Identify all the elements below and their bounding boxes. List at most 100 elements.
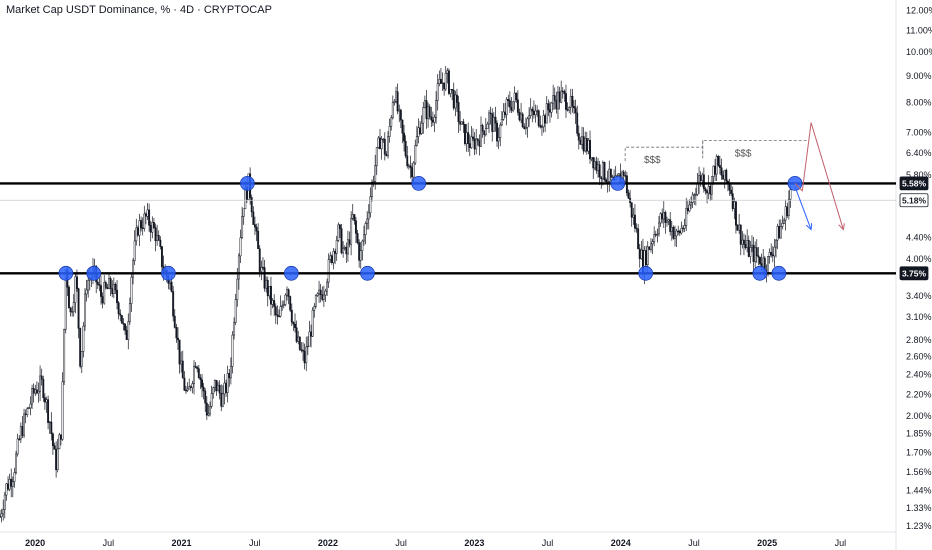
candle-body (15, 453, 17, 473)
candle-body (443, 82, 446, 90)
candle-body (439, 78, 442, 84)
candle-body (348, 239, 351, 245)
candle-body (468, 143, 471, 149)
candle-body (19, 426, 22, 440)
candle-body (531, 108, 534, 112)
candle-body (318, 289, 321, 295)
candle-body (520, 113, 523, 121)
candle-body (404, 140, 407, 157)
candle-body (173, 315, 176, 328)
candle-body (582, 136, 585, 152)
candle-body (101, 296, 104, 304)
liquidity-label: $$$ (644, 155, 661, 166)
candle-body (486, 123, 489, 129)
candle-body (741, 239, 744, 245)
candle-body (119, 313, 122, 316)
candle-body (743, 239, 745, 245)
touch-point-circle (240, 176, 255, 191)
candle-body (244, 187, 247, 210)
candle-body (601, 162, 604, 180)
projection-blue-path (794, 186, 811, 230)
candle-body (343, 246, 346, 249)
candle-body (55, 449, 58, 471)
candle-body (220, 392, 223, 407)
candle-body (723, 169, 726, 180)
candle-body (281, 305, 284, 307)
candle-body (16, 438, 19, 455)
candle-body (670, 227, 673, 232)
liquidity-label: $$$ (735, 148, 752, 159)
y-tick-label: 5.80% (906, 170, 932, 180)
candle-body (529, 108, 532, 116)
candle-body (374, 165, 377, 182)
candle-body (778, 226, 781, 239)
candle-body (255, 226, 258, 232)
candle-body (573, 106, 575, 109)
candle-body (300, 349, 303, 351)
candle-body (265, 279, 268, 289)
candle-body (59, 434, 62, 440)
candle-body (133, 240, 136, 262)
candle-body (691, 194, 694, 203)
candle-body (757, 255, 760, 258)
candle-body (475, 138, 478, 150)
candle-body (236, 278, 239, 300)
candle-body (327, 259, 330, 283)
candle-body (460, 121, 463, 125)
candle-body (100, 285, 102, 297)
candle-body (688, 204, 691, 212)
candle-body (550, 102, 553, 113)
x-tick-label: Jul (688, 538, 700, 548)
candle-body (11, 481, 14, 487)
candle-body (391, 102, 394, 119)
y-tick-label: 6.40% (906, 148, 932, 158)
candle-body (411, 167, 414, 178)
grid (0, 0, 897, 550)
price-badge-label: 5.18% (902, 196, 927, 206)
candle-body (730, 189, 733, 194)
candle-body (690, 202, 692, 206)
candle-body (728, 183, 731, 191)
candle-body (678, 230, 681, 234)
candle-body (473, 138, 476, 150)
candle-body (13, 472, 16, 482)
candle-body (526, 118, 529, 128)
candle-body (177, 337, 179, 341)
candle-body (350, 218, 353, 245)
candle-body (399, 109, 402, 121)
candle-body (685, 208, 688, 226)
candle-body (340, 228, 343, 254)
candle-body (302, 350, 304, 352)
candle-body (608, 168, 611, 182)
candle-body (228, 373, 231, 379)
candle-body (282, 304, 285, 306)
candle-body (104, 282, 107, 288)
candle-body (361, 240, 364, 251)
candle-body (611, 176, 614, 178)
candle-body (555, 100, 558, 110)
candle-body (39, 375, 42, 392)
candle-body (638, 248, 641, 260)
candle-body (494, 116, 497, 124)
candle-body (704, 188, 707, 192)
candle-body (193, 365, 195, 384)
candle-body (528, 115, 531, 120)
candle-body (635, 227, 638, 230)
candle-body (74, 276, 77, 303)
candle-body (287, 289, 290, 297)
candle-body (143, 213, 146, 229)
candle-body (712, 165, 715, 177)
candle-body (185, 389, 187, 392)
candle-body (170, 281, 173, 292)
candle-body (523, 126, 526, 130)
candle-body (371, 181, 373, 197)
candle-body (593, 161, 596, 169)
candle-body (606, 181, 609, 183)
candle-body (496, 122, 498, 142)
candle-body (754, 247, 757, 262)
candle-body (261, 266, 264, 269)
candle-body (662, 212, 665, 220)
candle-body (175, 327, 178, 339)
candle-body (23, 413, 26, 436)
